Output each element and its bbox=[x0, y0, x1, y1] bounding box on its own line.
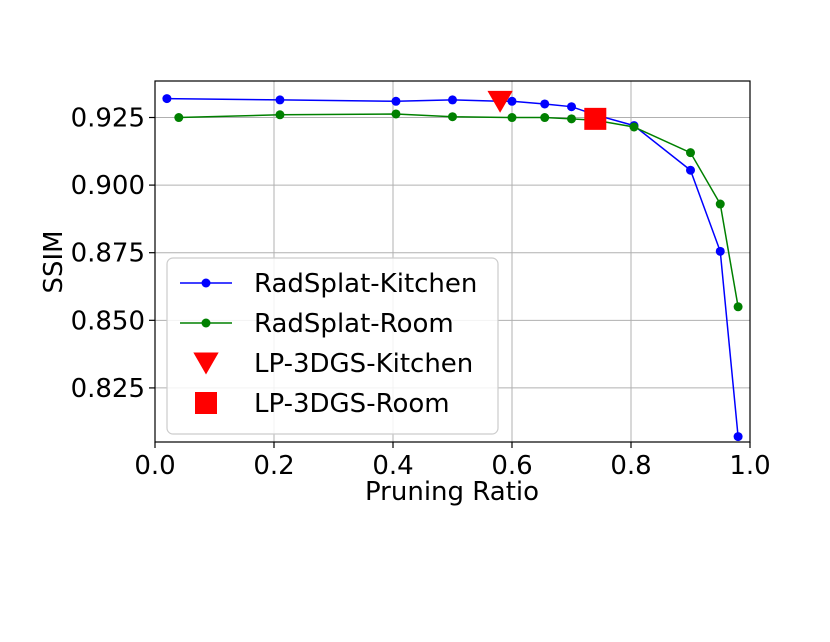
y-tick-label: 0.925 bbox=[71, 104, 145, 134]
data-point bbox=[540, 113, 550, 123]
ticks: 0.0 0.2 0.4 0.6 0.8 1.0 0.825 0.850 0.875 0.900 0.… bbox=[71, 104, 771, 481]
data-point bbox=[507, 113, 517, 123]
data-point bbox=[487, 90, 513, 113]
x-tick-label: 0.4 bbox=[372, 451, 413, 481]
series-lp-3dgs-room bbox=[584, 107, 607, 130]
data-point bbox=[540, 99, 550, 109]
y-tick-label: 0.850 bbox=[71, 306, 145, 336]
legend-marker bbox=[201, 318, 211, 328]
legend-box bbox=[166, 257, 499, 435]
series-layer bbox=[162, 90, 743, 442]
data-point bbox=[686, 148, 695, 158]
series-lp-3dgs-kitchen bbox=[487, 90, 513, 113]
legend-item: RadSplat-Room bbox=[180, 309, 454, 339]
data-point bbox=[567, 102, 576, 112]
legend-item: LP-3DGS-Room bbox=[195, 389, 450, 419]
legend-item: LP-3DGS-Kitchen bbox=[193, 349, 473, 379]
y-tick-label: 0.900 bbox=[71, 171, 145, 201]
x-axis-label: Pruning Ratio bbox=[365, 477, 539, 507]
data-point bbox=[391, 109, 401, 119]
legend-item: RadSplat-Kitchen bbox=[180, 269, 477, 299]
data-point bbox=[275, 110, 285, 120]
legend-label: RadSplat-Room bbox=[254, 309, 454, 339]
x-tick-label: 0.6 bbox=[491, 451, 532, 481]
data-point bbox=[391, 96, 401, 106]
data-point bbox=[162, 94, 172, 104]
plot-frame bbox=[154, 80, 751, 443]
series-radsplat-kitchen bbox=[162, 94, 743, 442]
series-line bbox=[178, 113, 739, 307]
data-point bbox=[174, 113, 184, 123]
y-axis-label: SSIM bbox=[39, 230, 69, 293]
legend: RadSplat-Kitchen RadSplat-Room LP-3DGS-Kit… bbox=[166, 257, 499, 435]
data-point bbox=[733, 432, 743, 442]
data-point bbox=[715, 199, 725, 209]
x-tick-label: 1.0 bbox=[729, 451, 770, 481]
legend-label: LP-3DGS-Kitchen bbox=[254, 349, 473, 379]
legend-marker bbox=[195, 392, 217, 414]
legend-label: RadSplat-Kitchen bbox=[254, 269, 477, 299]
y-tick-label: 0.825 bbox=[71, 374, 145, 404]
data-point bbox=[733, 302, 743, 312]
data-point bbox=[448, 112, 457, 122]
data-point bbox=[629, 122, 639, 132]
data-point bbox=[567, 114, 576, 124]
data-point bbox=[275, 95, 285, 105]
data-point bbox=[448, 95, 457, 105]
x-tick-label: 0.8 bbox=[610, 451, 651, 481]
data-point bbox=[715, 246, 725, 256]
data-point bbox=[686, 165, 695, 175]
data-point bbox=[584, 107, 607, 130]
data-point bbox=[507, 96, 517, 106]
legend-marker bbox=[201, 278, 211, 288]
x-tick-label: 0.2 bbox=[253, 451, 294, 481]
y-tick-label: 0.875 bbox=[71, 239, 145, 269]
legend-label: LP-3DGS-Room bbox=[254, 389, 450, 419]
x-tick-label: 0.0 bbox=[134, 451, 175, 481]
legend-marker bbox=[193, 352, 219, 375]
